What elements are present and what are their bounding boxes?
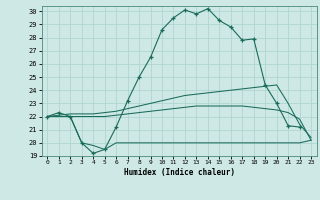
X-axis label: Humidex (Indice chaleur): Humidex (Indice chaleur) xyxy=(124,168,235,177)
